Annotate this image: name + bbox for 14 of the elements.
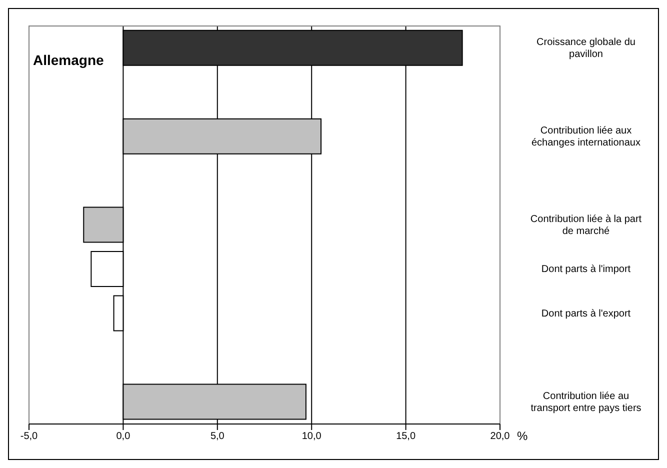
x-tick-label: 5,0 bbox=[210, 431, 225, 442]
x-axis-title: % bbox=[517, 429, 528, 443]
x-tick-label: 0,0 bbox=[116, 431, 131, 442]
y-tick-label: Contribution liée au transport entre pays tiers bbox=[530, 390, 642, 414]
text: Allemagne bbox=[33, 52, 104, 68]
y-tick-label: Dont parts à l'import bbox=[541, 264, 631, 276]
y-tick-label: Contribution liée à la part de marché bbox=[530, 214, 642, 237]
x-tick-label: 20,0 bbox=[490, 431, 510, 442]
y-tick-label: Croissance globale du pavillon bbox=[536, 37, 636, 60]
x-tick-label: 10,0 bbox=[302, 431, 322, 442]
x-tick-label: -5,0 bbox=[20, 431, 38, 442]
y-tick-label: Contribution liée aux échanges internationaux bbox=[532, 126, 640, 149]
y-tick-label: Dont parts à l'export bbox=[541, 308, 631, 320]
x-tick-label: 15,0 bbox=[396, 431, 416, 442]
